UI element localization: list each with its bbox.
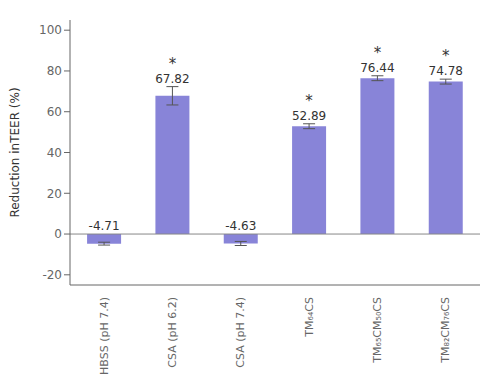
svg-text:-4.71: -4.71	[89, 219, 120, 233]
svg-text:TM₈₂CM₇₆CS: TM₈₂CM₇₆CS	[439, 297, 452, 364]
svg-text:100: 100	[39, 23, 62, 37]
svg-text:20: 20	[47, 187, 62, 201]
svg-text:74.78: 74.78	[429, 64, 463, 78]
svg-text:TM₆₄CS: TM₆₄CS	[303, 297, 316, 338]
svg-text:76.44: 76.44	[360, 61, 394, 75]
svg-text:80: 80	[47, 64, 62, 78]
svg-text:40: 40	[47, 146, 62, 160]
svg-text:52.89: 52.89	[292, 109, 326, 123]
svg-text:*: *	[374, 44, 382, 62]
svg-text:CSA (pH 7.4): CSA (pH 7.4)	[234, 297, 247, 368]
svg-text:67.82: 67.82	[155, 72, 189, 86]
svg-text:0: 0	[54, 227, 62, 241]
svg-text:CSA (pH 6.2): CSA (pH 6.2)	[166, 297, 179, 368]
svg-text:HBSS (pH 7.4): HBSS (pH 7.4)	[98, 297, 111, 375]
svg-text:*: *	[442, 47, 450, 65]
svg-text:60: 60	[47, 105, 62, 119]
svg-text:*: *	[169, 55, 177, 73]
svg-text:Reduction inTEER (%): Reduction inTEER (%)	[8, 87, 22, 217]
svg-text:-20: -20	[42, 268, 62, 282]
svg-text:TM₆₅CM₅₀CS: TM₆₅CM₅₀CS	[371, 297, 384, 364]
svg-text:-4.63: -4.63	[225, 219, 256, 233]
svg-text:*: *	[305, 92, 313, 110]
